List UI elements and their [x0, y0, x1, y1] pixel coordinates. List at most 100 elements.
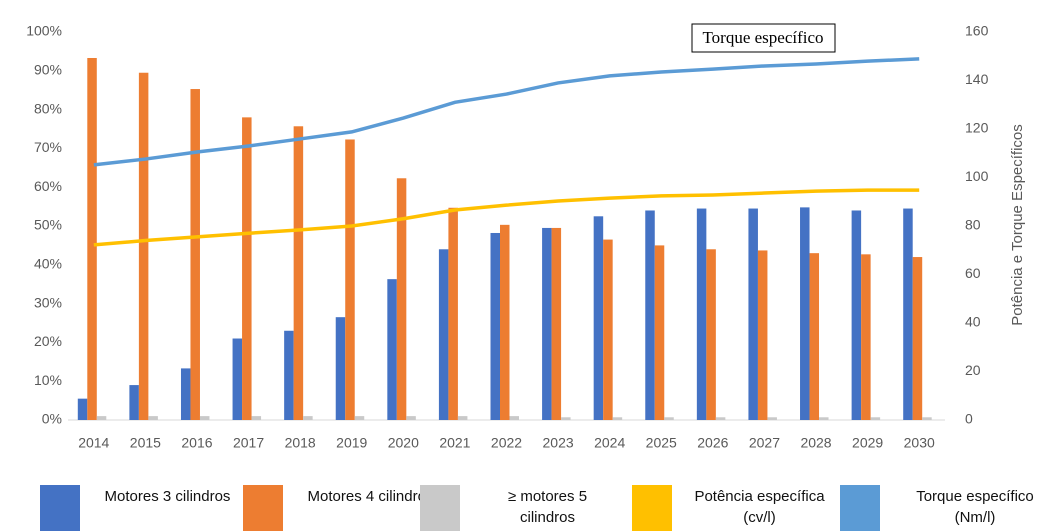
y-tick-label: 70%: [34, 139, 62, 155]
x-tick-label: 2025: [646, 435, 677, 451]
annotation-box: [691, 23, 836, 53]
line: [93, 188, 920, 247]
bar: [190, 89, 200, 420]
y2-tick-label: 100: [965, 168, 989, 184]
bar: [457, 416, 468, 420]
y2-tick-label: 160: [965, 23, 989, 39]
x-tick-label: 2016: [181, 435, 212, 451]
bar: [696, 208, 707, 420]
bar: [96, 416, 107, 420]
legend-label: Torque específico (Nm/l): [916, 488, 1034, 526]
x-tick-label: 2030: [904, 435, 935, 451]
bar: [603, 239, 613, 420]
y2-tick-label: 80: [965, 217, 981, 233]
x-tick-label: 2014: [78, 435, 109, 451]
bar: [345, 139, 355, 420]
bar: [664, 417, 674, 420]
bar: [757, 250, 768, 420]
bar: [242, 117, 252, 421]
line: [93, 57, 920, 167]
bar: [870, 417, 881, 420]
x-tick-label: 2018: [285, 435, 316, 451]
x-tick-label: 2021: [439, 435, 470, 451]
bar: [406, 416, 416, 420]
y-tick-label: 40%: [34, 256, 62, 272]
x-tick-label: 2015: [130, 435, 161, 451]
bar: [232, 338, 243, 420]
bar: [715, 417, 726, 420]
y2-tick-label: 120: [965, 120, 989, 136]
annotation: Torque específico: [702, 28, 823, 47]
x-tick-label: 2028: [800, 435, 831, 451]
bar: [561, 417, 571, 420]
legend-swatch: [632, 485, 672, 531]
legend-label: Motores 3 cilindros: [104, 488, 231, 505]
bar: [645, 210, 655, 420]
y-tick-label: 20%: [34, 333, 62, 349]
y-tick-label: 60%: [34, 178, 62, 194]
bar: [138, 72, 149, 421]
bar: [593, 216, 604, 420]
bar: [851, 210, 862, 420]
bar: [199, 416, 210, 420]
bar: [819, 417, 829, 420]
legend-swatch: [243, 485, 283, 531]
bar: [706, 249, 716, 420]
bar: [396, 178, 407, 420]
bar: [748, 208, 758, 420]
legend-swatch: [840, 485, 880, 531]
bar: [490, 232, 500, 420]
y2-axis-label: Potência e Torque Específicos: [1009, 124, 1026, 326]
bar: [284, 330, 294, 420]
bar: [335, 317, 346, 420]
legend-label: Motores 4 cilindros: [307, 488, 434, 505]
bar: [922, 417, 932, 420]
legend-label: ≥ motores 5 cilindros: [507, 488, 588, 526]
bar: [654, 245, 665, 420]
y-tick-label: 80%: [34, 100, 62, 116]
x-tick-label: 2017: [233, 435, 264, 451]
bar: [148, 416, 158, 420]
bar: [912, 257, 923, 420]
x-tick-label: 2029: [852, 435, 883, 451]
legend-swatch: [420, 485, 460, 531]
y-tick-label: 0%: [42, 411, 62, 427]
y-tick-label: 10%: [34, 372, 62, 388]
bar: [251, 416, 262, 420]
bar: [129, 385, 139, 420]
bar: [77, 398, 88, 420]
y2-tick-label: 60: [965, 265, 981, 281]
y-tick-label: 100%: [26, 23, 62, 39]
chart: Torque específico Potência e Torque Espe…: [26, 23, 1026, 451]
x-tick-label: 2023: [543, 435, 574, 451]
x-tick-label: 2026: [697, 435, 728, 451]
bar: [354, 416, 365, 420]
y-tick-label: 90%: [34, 62, 62, 78]
bar: [293, 126, 304, 420]
bar: [180, 368, 191, 420]
y2-tick-label: 0: [965, 411, 973, 427]
x-tick-label: 2020: [388, 435, 419, 451]
bar: [509, 416, 519, 420]
bar: [303, 416, 313, 420]
y-tick-label: 50%: [34, 217, 62, 233]
bar: [903, 208, 913, 420]
y2-tick-label: 20: [965, 362, 981, 378]
x-tick-label: 2024: [594, 435, 625, 451]
y2-tick-label: 40: [965, 314, 981, 330]
bar: [551, 227, 562, 420]
bar: [87, 57, 97, 420]
bar: [800, 207, 810, 420]
y2-tick-label: 140: [965, 71, 989, 87]
y-tick-label: 30%: [34, 294, 62, 310]
x-tick-label: 2022: [491, 435, 522, 451]
legend-swatch: [40, 485, 80, 531]
bar: [387, 279, 397, 420]
bar: [438, 249, 449, 420]
x-tick-label: 2019: [336, 435, 367, 451]
bar: [767, 417, 777, 420]
legend-label: Potência específica (cv/l): [694, 488, 825, 526]
bar: [542, 227, 552, 420]
bar: [809, 253, 820, 420]
